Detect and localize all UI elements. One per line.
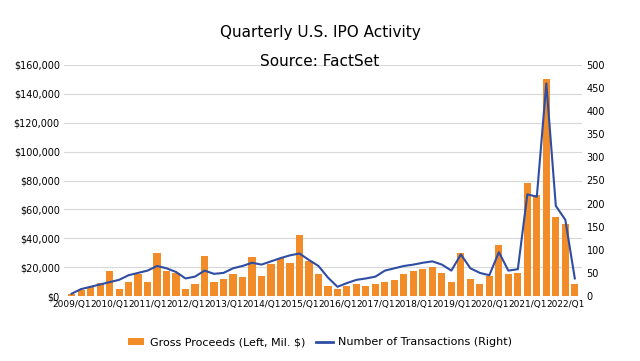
Bar <box>258 276 265 296</box>
Legend: Gross Proceeds (Left, Mil. $), Number of Transactions (Right): Gross Proceeds (Left, Mil. $), Number of… <box>123 333 517 352</box>
Line: Number of Transactions (Right): Number of Transactions (Right) <box>72 83 575 294</box>
Bar <box>239 277 246 296</box>
Bar <box>191 284 198 296</box>
Bar <box>552 217 559 296</box>
Bar <box>287 263 294 296</box>
Bar <box>458 253 465 296</box>
Bar <box>305 261 312 296</box>
Text: Quarterly U.S. IPO Activity: Quarterly U.S. IPO Activity <box>220 25 420 40</box>
Bar <box>448 282 455 296</box>
Bar <box>486 276 493 296</box>
Number of Transactions (Right) <box>571 276 579 280</box>
Bar <box>381 282 388 296</box>
Bar <box>391 280 398 296</box>
Bar <box>438 273 445 296</box>
Bar <box>154 253 161 296</box>
Number of Transactions (Right) <box>68 292 76 296</box>
Bar <box>115 289 123 296</box>
Bar <box>97 283 104 296</box>
Bar <box>211 282 218 296</box>
Number of Transactions (Right) <box>362 276 370 280</box>
Bar <box>296 235 303 296</box>
Bar <box>144 282 151 296</box>
Bar <box>230 274 237 296</box>
Bar <box>324 286 332 296</box>
Bar <box>353 284 360 296</box>
Bar <box>77 290 84 296</box>
Bar <box>533 195 540 296</box>
Number of Transactions (Right) <box>153 264 161 268</box>
Number of Transactions (Right) <box>543 81 550 86</box>
Bar <box>220 279 227 296</box>
Bar <box>87 287 94 296</box>
Bar <box>362 286 369 296</box>
Bar <box>467 279 474 296</box>
Number of Transactions (Right) <box>343 281 351 285</box>
Bar <box>572 284 579 296</box>
Bar <box>476 284 483 296</box>
Bar <box>134 274 141 296</box>
Bar <box>277 258 284 296</box>
Bar <box>524 183 531 296</box>
Bar <box>106 271 113 296</box>
Bar <box>68 294 75 296</box>
Bar <box>515 273 522 296</box>
Bar <box>315 274 322 296</box>
Bar <box>495 245 502 296</box>
Bar <box>562 224 569 296</box>
Bar <box>344 286 351 296</box>
Number of Transactions (Right) <box>258 262 266 267</box>
Bar <box>410 271 417 296</box>
Bar <box>334 289 341 296</box>
Bar <box>429 267 436 296</box>
Bar <box>125 282 132 296</box>
Bar <box>248 257 255 296</box>
Bar <box>401 274 408 296</box>
Bar <box>163 271 170 296</box>
Bar <box>419 269 426 296</box>
Bar <box>182 289 189 296</box>
Bar <box>505 274 512 296</box>
Bar <box>268 264 275 296</box>
Bar <box>372 284 379 296</box>
Bar <box>543 79 550 296</box>
Number of Transactions (Right) <box>372 274 380 279</box>
Number of Transactions (Right) <box>410 262 417 267</box>
Bar <box>201 256 208 296</box>
Bar <box>172 273 180 296</box>
Text: Source: FactSet: Source: FactSet <box>260 54 380 69</box>
